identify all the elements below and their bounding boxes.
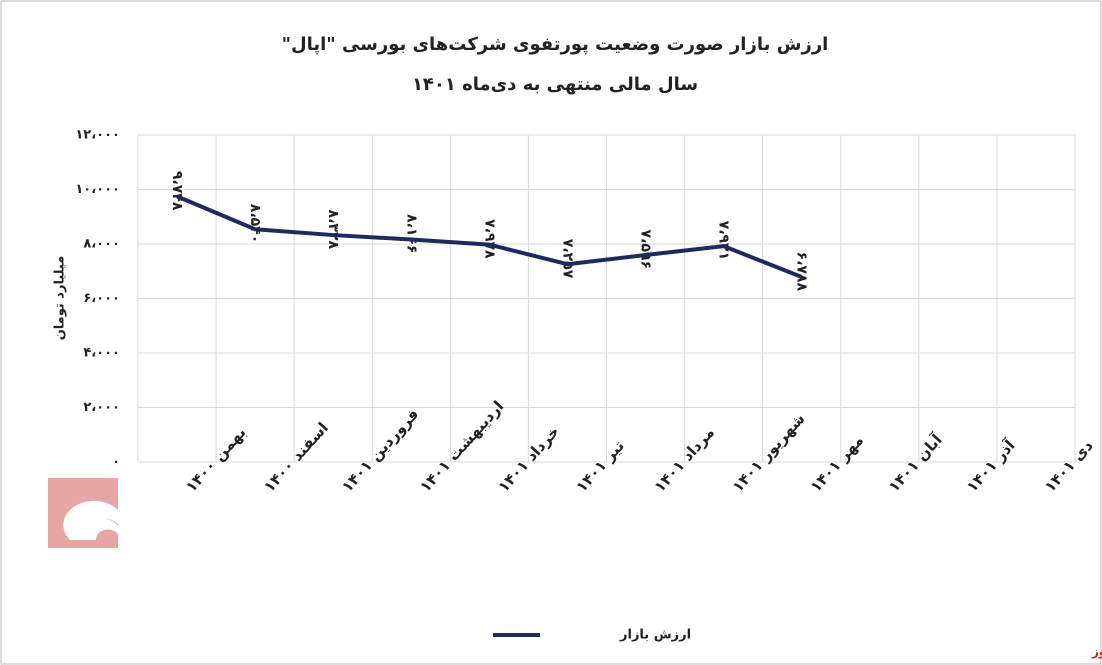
y-tick-label: ۱۲،۰۰۰ [75,128,120,143]
logo-arc [81,518,118,540]
data-label: ۷،۹۷۸ [481,219,497,259]
source: بورس نیوز [1091,645,1102,660]
chart-title: ارزش بازار صورت وضعیت پورتفوی شرکت‌های ب… [282,34,829,55]
y-tick-label: ۸،۰۰۰ [83,237,120,252]
data-label: ۷،۵۹۶ [638,230,654,270]
y-tick-label: ۴،۰۰۰ [83,346,120,361]
y-axis-label: میلیارد تومان [53,256,68,341]
data-label: ۹،۷۴۸ [169,171,185,211]
y-tick-label: ۶،۰۰۰ [83,291,120,306]
line [176,194,803,279]
data-label: ۸،۳۲۸ [325,210,341,250]
data-label: ۶،۷۸۸ [794,252,810,292]
data-label: ۸،۱۶۶ [403,214,419,254]
y-tick-label: ۱۰،۰۰۰ [75,182,120,197]
logo [48,478,118,548]
legend-label: ارزش بازار [619,628,691,643]
data-label: ۸،۵۴۰ [247,204,263,244]
y-tick-label: ۲،۰۰۰ [83,400,120,415]
data-label: ۷،۲۵۷ [559,239,575,279]
chart-subtitle: سال مالی منتهی به دی‌ماه ۱۴۰۱ [412,74,698,95]
data-label: ۷،۹۲۱ [716,221,732,261]
y-tick-label: ۰ [112,455,120,470]
